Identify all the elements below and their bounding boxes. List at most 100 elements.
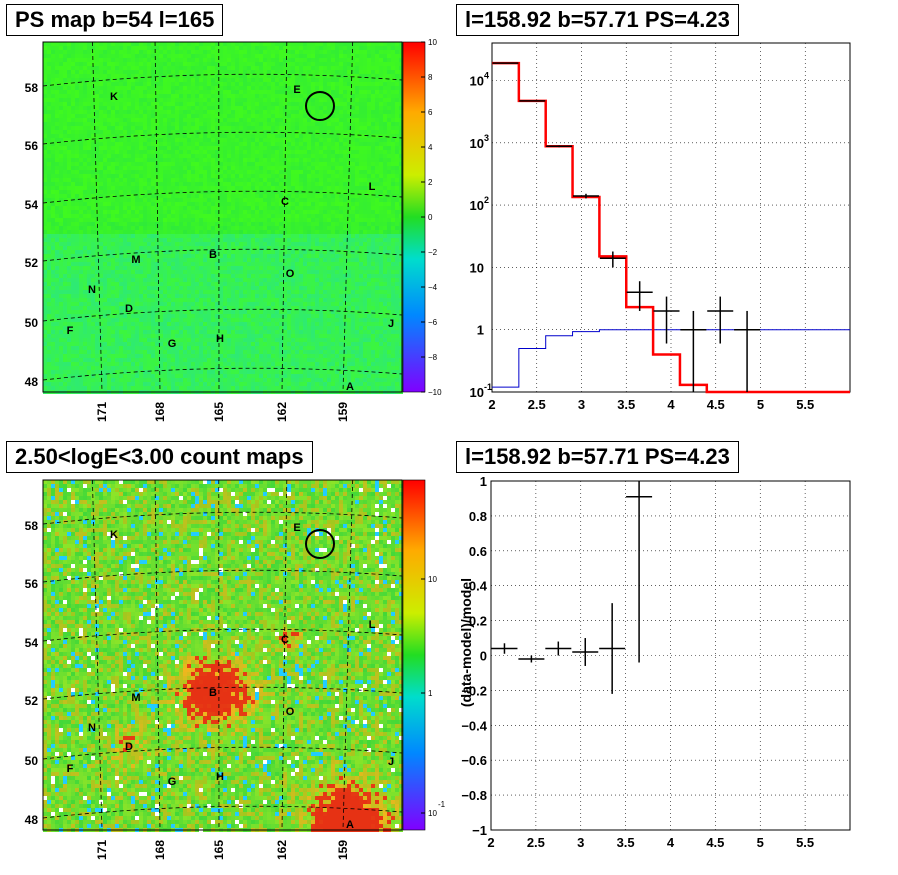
x-tick-label: 4.5: [706, 835, 724, 850]
y-tick-label: 0: [480, 649, 487, 664]
y-tick-label: 50: [25, 316, 39, 330]
spectrum-title: l=158.92 b=57.71 PS=4.23: [456, 4, 739, 36]
source-label-a: A: [346, 819, 354, 831]
source-label-k: K: [110, 529, 118, 541]
x-tick-label: 4.5: [707, 397, 725, 412]
source-label-h: H: [216, 333, 224, 345]
colorbar-tick-label: −8: [428, 353, 438, 362]
y-tick-exponent: 3: [484, 133, 489, 143]
y-tick-exponent: -1: [484, 382, 492, 392]
source-label-o: O: [286, 268, 295, 280]
x-tick-label: 3.5: [617, 397, 635, 412]
x-tick-label: 162: [275, 402, 289, 422]
y-tick-label: 54: [25, 636, 39, 650]
y-tick-label: 1: [480, 474, 487, 489]
ps-map-frame: [42, 41, 403, 393]
colorbar-tick-label: 4: [428, 143, 433, 152]
y-tick-label: 56: [25, 577, 39, 591]
x-tick-label: 4: [667, 835, 675, 850]
source-label-d: D: [125, 303, 133, 315]
count-map-chart: 58 56 54 52 50 48 171 168 165 162 159 A B C D E F G H J K L M N…: [25, 479, 446, 860]
x-tick-label: 168: [153, 402, 167, 422]
colorbar-tick-label: −6: [428, 318, 438, 327]
count-map-title: 2.50<logE<3.00 count maps: [6, 441, 313, 473]
source-label-b: B: [209, 687, 217, 699]
x-tick-label: 3: [578, 397, 585, 412]
y-tick-exponent: 4: [484, 71, 489, 81]
colorbar-tick-label: 1: [428, 689, 433, 698]
x-tick-label: 5.5: [796, 835, 814, 850]
longitude-line-0: [92, 479, 103, 831]
y-tick-label: 1: [477, 323, 484, 338]
y-tick-label: 0.8: [469, 509, 487, 524]
source-label-e: E: [293, 84, 300, 96]
y-tick-label: 52: [25, 694, 39, 708]
source-label-j: J: [388, 318, 394, 330]
y-tick-label: 0.6: [469, 544, 487, 559]
y-tick-label: 10: [470, 136, 484, 151]
longitude-line-3: [281, 41, 288, 393]
source-label-h: H: [216, 771, 224, 783]
source-label-f: F: [67, 325, 74, 337]
y-tick-label: 48: [25, 813, 39, 827]
candidate-source-marker: [305, 91, 335, 121]
source-label-g: G: [168, 338, 177, 350]
longitude-line-4: [342, 479, 354, 831]
ps-map-coordinate-grid: [42, 41, 403, 393]
colorbar-tick-label: 10: [428, 38, 437, 47]
y-tick-label: −0.6: [461, 753, 487, 768]
y-tick-label: −1: [472, 823, 487, 838]
source-label-a: A: [346, 381, 354, 393]
spectrum-frame: [491, 42, 851, 393]
y-tick-label: −0.2: [461, 683, 487, 698]
x-tick-label: 162: [275, 840, 289, 860]
ps-map-pixels: [43, 42, 403, 394]
colorbar-tick-label: −10: [428, 388, 442, 397]
source-label-c: C: [281, 196, 289, 208]
colorbar-tick-label: 8: [428, 73, 433, 82]
colorbar-tick-label: 2: [428, 178, 433, 187]
x-tick-label: 2: [488, 397, 495, 412]
y-tick-label: 50: [25, 754, 39, 768]
longitude-line-0: [92, 41, 103, 393]
colorbar-tick-label: −2: [428, 248, 438, 257]
longitude-line-3: [281, 479, 288, 831]
y-tick-label: 0.4: [469, 579, 488, 594]
colorbar-exponent: -1: [438, 800, 446, 809]
source-label-n: N: [88, 722, 96, 734]
longitude-line-1: [154, 41, 161, 393]
source-label-o: O: [286, 706, 295, 718]
x-tick-label: 159: [336, 840, 350, 860]
source-label-d: D: [125, 741, 133, 753]
x-tick-label: 5.5: [796, 397, 814, 412]
source-label-l: L: [369, 619, 376, 631]
x-tick-label: 165: [212, 840, 226, 860]
candidate-source-marker: [305, 529, 335, 559]
y-tick-label: −0.8: [461, 788, 487, 803]
longitude-line-4: [342, 41, 354, 393]
x-tick-label: 2.5: [527, 835, 545, 850]
source-label-b: B: [209, 249, 217, 261]
count-map-coordinate-grid: [42, 479, 403, 831]
x-tick-label: 3.5: [617, 835, 635, 850]
x-tick-label: 2: [487, 835, 494, 850]
y-tick-label: 54: [25, 198, 39, 212]
colorbar-tick-label: −4: [428, 283, 438, 292]
residual-chart: 2 2.5 3 3.5 4 4.5 5 5.5 1 0.8 0.6 0.4 0.2 0 −0.2 −0.4 −0…: [458, 474, 851, 850]
count-map-frame: [42, 479, 403, 831]
residual-title: l=158.92 b=57.71 PS=4.23: [456, 441, 739, 473]
colorbar: [402, 479, 426, 831]
source-label-c: C: [281, 634, 289, 646]
x-tick-label: 171: [95, 402, 109, 422]
colorbar-tick-label: 10: [428, 809, 437, 818]
source-label-e: E: [293, 522, 300, 534]
x-tick-label: 168: [153, 840, 167, 860]
x-tick-label: 4: [667, 397, 675, 412]
source-label-g: G: [168, 776, 177, 788]
y-tick-label: 58: [25, 81, 39, 95]
y-tick-label: −0.4: [461, 718, 487, 733]
source-label-m: M: [131, 692, 140, 704]
colorbar-tick-label: 6: [428, 108, 433, 117]
